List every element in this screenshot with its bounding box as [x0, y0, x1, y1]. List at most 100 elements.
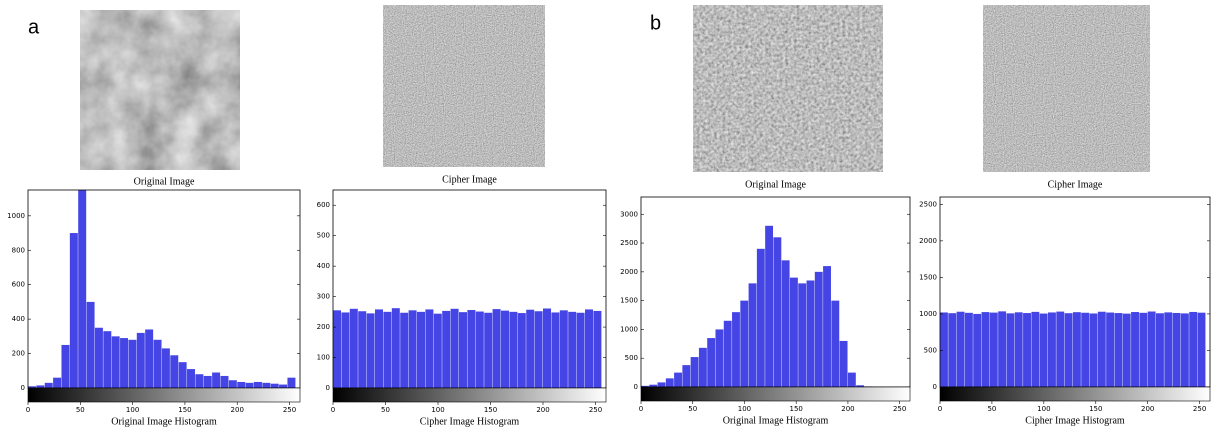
- bar: [964, 312, 973, 387]
- bar: [245, 382, 254, 388]
- bar: [568, 311, 577, 388]
- bar: [375, 309, 383, 388]
- original-image: [80, 10, 240, 170]
- bar: [128, 339, 137, 388]
- bar: [806, 280, 815, 387]
- bar: [228, 380, 237, 388]
- bar: [1056, 311, 1065, 387]
- y-tick-label: 400: [12, 315, 25, 323]
- bars: [940, 311, 1206, 387]
- bars: [333, 308, 602, 388]
- y-tick-label: 500: [924, 346, 937, 354]
- x-tick-label: 150: [1089, 405, 1102, 413]
- bar: [111, 336, 120, 388]
- y-tick-label: 0: [21, 384, 25, 392]
- bar: [1097, 311, 1106, 387]
- bar: [262, 382, 271, 388]
- bar: [383, 311, 392, 388]
- x-tick-label: 100: [738, 405, 751, 413]
- x-tick-label: 50: [381, 406, 390, 414]
- bar: [442, 310, 451, 388]
- bar: [341, 312, 350, 388]
- y-tick-label: 0: [326, 384, 330, 392]
- bar: [433, 313, 442, 388]
- bar: [723, 320, 732, 387]
- colorbar: [640, 386, 911, 402]
- bar: [1189, 311, 1198, 387]
- bar: [981, 312, 990, 387]
- bar: [333, 310, 341, 388]
- bar: [86, 301, 95, 388]
- bar: [450, 308, 459, 388]
- bar: [120, 338, 129, 388]
- bar: [1197, 312, 1206, 387]
- bar: [756, 248, 765, 387]
- bar: [1072, 312, 1081, 387]
- bar: [1147, 311, 1156, 387]
- bar: [279, 384, 288, 388]
- bar: [798, 283, 807, 387]
- bar: [956, 311, 965, 387]
- bar: [823, 266, 831, 387]
- bar: [682, 365, 691, 387]
- x-axis-label: Original Image Histogram: [723, 415, 829, 426]
- bar: [509, 311, 518, 388]
- bar: [349, 308, 358, 388]
- x-tick-label: 0: [331, 406, 335, 414]
- bar: [459, 312, 467, 388]
- bar: [585, 309, 593, 388]
- y-tick-label: 400: [317, 262, 330, 270]
- bar: [1014, 312, 1023, 387]
- bar: [1131, 312, 1139, 387]
- bar: [657, 382, 666, 387]
- bar: [400, 312, 409, 388]
- bar: [948, 313, 957, 387]
- x-tick-label: 250: [283, 406, 296, 414]
- bar: [940, 312, 948, 387]
- bars: [641, 225, 906, 387]
- x-axis-label: Original Image Histogram: [111, 416, 217, 427]
- bar: [475, 311, 484, 388]
- bar: [715, 329, 724, 387]
- image-caption: Original Image: [745, 179, 806, 190]
- y-tick-label: 0: [933, 383, 937, 391]
- bar: [1031, 311, 1040, 387]
- bar: [203, 375, 212, 388]
- bar: [391, 308, 400, 388]
- bar: [707, 338, 716, 387]
- bars: [28, 190, 296, 388]
- x-tick-label: 200: [536, 406, 549, 414]
- y-tick-label: 1000: [7, 212, 25, 220]
- bar: [989, 312, 998, 387]
- cipher-image: [383, 5, 545, 167]
- y-tick-label: 1000: [620, 325, 638, 333]
- bar: [53, 377, 62, 388]
- bar: [253, 381, 262, 388]
- bar: [501, 310, 509, 388]
- bar: [467, 310, 476, 388]
- image-caption: Cipher Image: [442, 174, 497, 185]
- panel-label: a: [28, 16, 40, 38]
- x-tick-label: 250: [589, 406, 602, 414]
- bar: [136, 332, 145, 388]
- bar: [178, 362, 187, 388]
- bar: [212, 372, 221, 388]
- x-tick-label: 250: [893, 405, 906, 413]
- x-tick-label: 200: [1141, 405, 1154, 413]
- bar: [1106, 312, 1115, 387]
- bar: [484, 312, 493, 388]
- image-caption: Cipher Image: [1048, 179, 1103, 190]
- bar: [998, 311, 1007, 387]
- bar: [1064, 313, 1073, 387]
- bar: [358, 311, 367, 388]
- bar: [789, 277, 798, 387]
- y-tick-label: 2000: [620, 268, 638, 276]
- y-tick-label: 600: [12, 281, 25, 289]
- bar: [641, 385, 649, 387]
- x-tick-label: 100: [1037, 405, 1050, 413]
- colorbar: [939, 386, 1211, 402]
- x-axis-label: Cipher Image Histogram: [1025, 415, 1125, 426]
- bar: [69, 233, 78, 388]
- bar: [517, 313, 526, 388]
- bar: [287, 377, 296, 388]
